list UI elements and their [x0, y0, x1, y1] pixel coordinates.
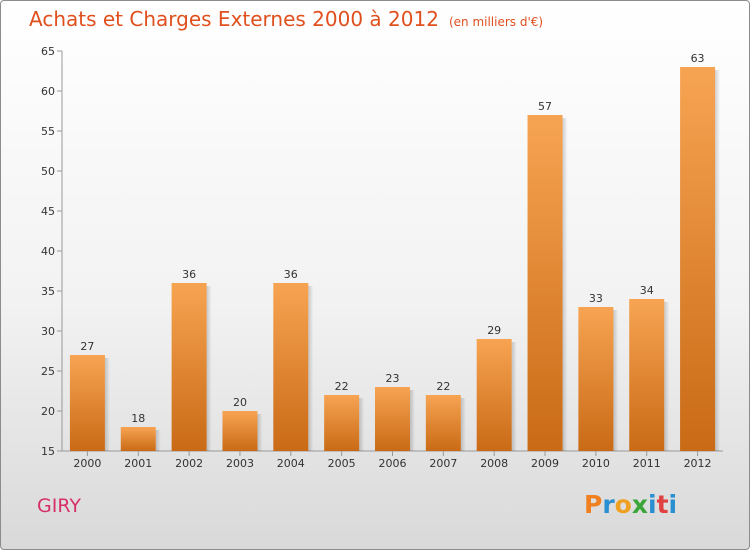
y-tick-label: 40 — [41, 245, 55, 258]
bar-shadow — [562, 118, 568, 451]
bar-shadow — [715, 70, 721, 451]
chart-subtitle: (en milliers d'€) — [448, 15, 544, 29]
value-label-2010: 33 — [589, 292, 603, 305]
logo-letter: o — [614, 490, 632, 519]
bar-shadow — [613, 310, 619, 451]
value-label-2011: 34 — [640, 284, 654, 297]
y-tick-label: 45 — [41, 205, 55, 218]
y-tick-label: 30 — [41, 325, 55, 338]
y-tick-label: 65 — [41, 45, 55, 58]
x-tick-label-2012: 2012 — [684, 457, 712, 470]
y-tick-label: 20 — [41, 405, 55, 418]
x-tick-label-2006: 2006 — [379, 457, 407, 470]
value-label-2008: 29 — [487, 324, 501, 337]
bar-shadow — [257, 414, 263, 451]
x-tick-label-2010: 2010 — [582, 457, 610, 470]
chart-bars — [69, 67, 721, 451]
proxiti-logo: Proxiti — [584, 490, 677, 519]
value-label-2000: 27 — [80, 340, 94, 353]
commune-name: GIRY — [37, 495, 81, 517]
value-label-2006: 23 — [386, 372, 400, 385]
logo-letter: r — [602, 490, 615, 519]
value-label-2012: 63 — [691, 52, 705, 65]
bar-shadow — [206, 286, 212, 451]
bar-2005 — [324, 395, 360, 451]
bar-2012 — [680, 67, 716, 451]
bar-2008 — [476, 339, 512, 451]
bar-2010 — [578, 307, 614, 451]
value-label-2007: 22 — [436, 380, 450, 393]
x-tick-label-2009: 2009 — [531, 457, 559, 470]
bar-shadow — [155, 430, 161, 451]
x-tick-label-2002: 2002 — [175, 457, 203, 470]
logo-letter: t — [656, 490, 669, 519]
bar-shadow — [308, 286, 314, 451]
bar-shadow — [511, 342, 517, 451]
bar-shadow — [104, 358, 110, 451]
logo-letter: i — [668, 490, 678, 519]
bar-2006 — [375, 387, 410, 451]
value-label-2004: 36 — [284, 268, 298, 281]
y-tick-label: 25 — [41, 365, 55, 378]
y-tick-label: 50 — [41, 165, 55, 178]
bar-2004 — [273, 283, 309, 451]
value-label-2009: 57 — [538, 100, 552, 113]
bar-2001 — [120, 427, 156, 451]
y-tick-label: 60 — [41, 85, 55, 98]
bar-shadow — [359, 398, 365, 451]
y-tick-label: 55 — [41, 125, 55, 138]
chart-title: Achats et Charges Externes 2000 à 2012 (e… — [29, 7, 543, 31]
x-tick-label-2004: 2004 — [277, 457, 305, 470]
bar-shadow — [664, 302, 670, 451]
bar-2003 — [222, 411, 258, 451]
bar-2009 — [527, 115, 563, 451]
bar-shadow — [460, 398, 466, 451]
x-tick-label-2008: 2008 — [480, 457, 508, 470]
x-tick-label-2007: 2007 — [429, 457, 457, 470]
logo-letter: x — [631, 490, 648, 519]
y-tick-label: 35 — [41, 285, 55, 298]
logo-letter: P — [584, 490, 603, 519]
x-tick-label-2005: 2005 — [328, 457, 356, 470]
bar-2011 — [629, 299, 665, 451]
value-label-2002: 36 — [182, 268, 196, 281]
chart-labels: 27 2000 18 2001 36 2002 20 2003 36 2004 22 2005 23 20… — [73, 52, 711, 470]
bar-2000 — [69, 355, 105, 451]
bar-2007 — [425, 395, 461, 451]
bar-shadow — [410, 390, 415, 451]
x-tick-label-2001: 2001 — [124, 457, 152, 470]
bar-2002 — [171, 283, 207, 451]
value-label-2005: 22 — [335, 380, 349, 393]
title-text: Achats et Charges Externes 2000 à 2012 — [29, 7, 439, 31]
x-tick-label-2003: 2003 — [226, 457, 254, 470]
logo-letter: i — [648, 490, 657, 519]
y-tick-label: 15 — [41, 445, 55, 458]
value-label-2003: 20 — [233, 396, 247, 409]
x-tick-label-2011: 2011 — [633, 457, 661, 470]
x-tick-label-2000: 2000 — [73, 457, 101, 470]
value-label-2001: 18 — [131, 412, 145, 425]
